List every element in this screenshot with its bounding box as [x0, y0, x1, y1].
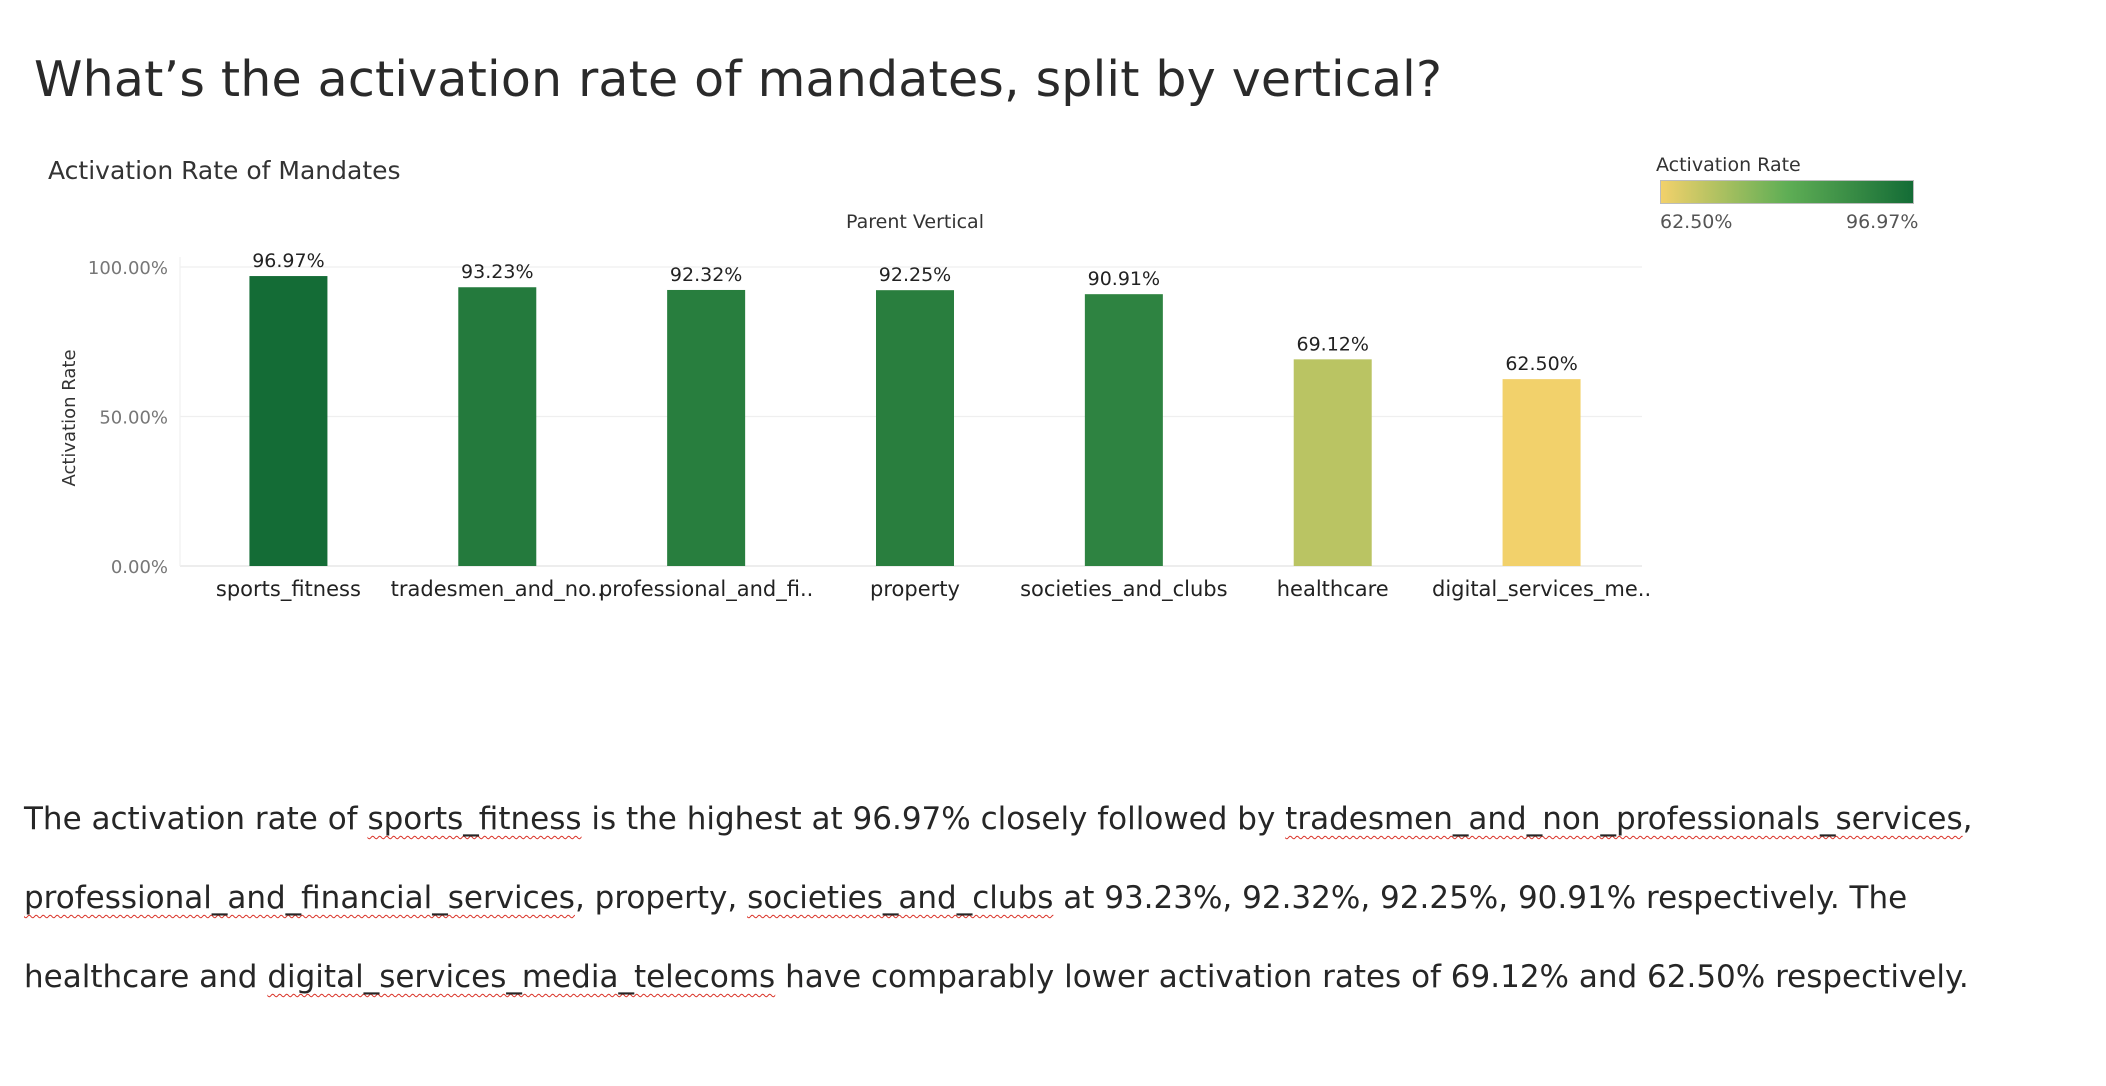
narrative-segment: have comparably lower activation rates o…: [775, 959, 1969, 995]
narrative-segment: is the highest at 96.97% closely followe…: [581, 801, 1286, 837]
x-tick-label: property: [870, 577, 960, 601]
bar-value-label: 90.91%: [1088, 268, 1160, 290]
narrative-line: healthcare and digital_services_media_te…: [24, 938, 2084, 1017]
bar-property[interactable]: [876, 290, 954, 566]
bar-value-label: 92.32%: [670, 264, 742, 286]
y-axis-ticks: 0.00% 50.00% 100.00%: [88, 258, 168, 578]
bar-value-label: 69.12%: [1296, 333, 1368, 355]
narrative-segment: healthcare and: [24, 959, 268, 995]
bar-professional-and-fi[interactable]: [667, 289, 746, 566]
misspelled-term: professional_and_financial_services: [24, 880, 575, 916]
page-title: What’s the activation rate of mandates, …: [34, 50, 1443, 108]
bar-chart: Parent Vertical Activation Rate 0.00% 50.…: [59, 211, 1651, 602]
x-axis-title: Parent Vertical: [846, 211, 984, 233]
misspelled-term: sports_fitness: [367, 801, 582, 837]
x-tick-label: healthcare: [1277, 577, 1389, 601]
bar-sports-fitness[interactable]: [249, 276, 328, 566]
chart-title: Activation Rate of Mandates: [48, 156, 401, 185]
x-tick-label: professional_and_fi..: [599, 577, 813, 602]
y-tick-label: 50.00%: [99, 408, 168, 429]
x-tick-label: digital_services_me..: [1432, 577, 1651, 602]
bar-societies-and-clubs[interactable]: [1084, 294, 1163, 566]
bar-value-label: 92.25%: [879, 264, 951, 286]
x-tick-label: sports_fitness: [216, 577, 361, 602]
narrative-line: professional_and_financial_services, pro…: [24, 859, 2084, 938]
legend-min-label: 62.50%: [1660, 211, 1733, 233]
value-labels: 96.97% 93.23% 92.32% 92.25% 90.91% 69.12% 62.5…: [252, 250, 1578, 375]
narrative-segment: , property,: [574, 880, 748, 916]
x-axis-ticks: sports_fitness tradesmen_and_no..professi…: [216, 577, 1651, 602]
narrative-text: The activation rate of sports_fitness is…: [24, 780, 2084, 1017]
y-axis-title: Activation Rate: [59, 349, 80, 486]
narrative-segment: at 93.23%, 92.32%, 92.25%, 90.91% respec…: [1053, 880, 1908, 916]
y-tick-label: 100.00%: [88, 258, 168, 279]
legend-title: Activation Rate: [1656, 154, 1801, 176]
bar-digital-services-me[interactable]: [1502, 379, 1581, 566]
bar-healthcare[interactable]: [1293, 359, 1372, 566]
misspelled-term: digital_services_media_telecoms: [267, 959, 776, 995]
bars: [249, 276, 1581, 566]
bar-value-label: 62.50%: [1505, 353, 1577, 375]
bar-tradesmen-and-no[interactable]: [458, 287, 537, 566]
legend-color-ramp: [1660, 180, 1914, 204]
x-tick-label: tradesmen_and_no..: [391, 577, 604, 602]
narrative-segment: ,: [1962, 801, 1973, 837]
narrative-line: The activation rate of sports_fitness is…: [24, 780, 2084, 859]
y-tick-label: 0.00%: [111, 557, 168, 578]
x-tick-label: societies_and_clubs: [1020, 577, 1228, 602]
narrative-segment: The activation rate of: [24, 801, 368, 837]
misspelled-term: tradesmen_and_non_professionals_services: [1285, 801, 1963, 837]
misspelled-term: societies_and_clubs: [747, 880, 1054, 916]
bar-value-label: 96.97%: [252, 250, 324, 272]
bar-value-label: 93.23%: [461, 261, 533, 283]
legend-max-label: 96.97%: [1846, 211, 1919, 233]
